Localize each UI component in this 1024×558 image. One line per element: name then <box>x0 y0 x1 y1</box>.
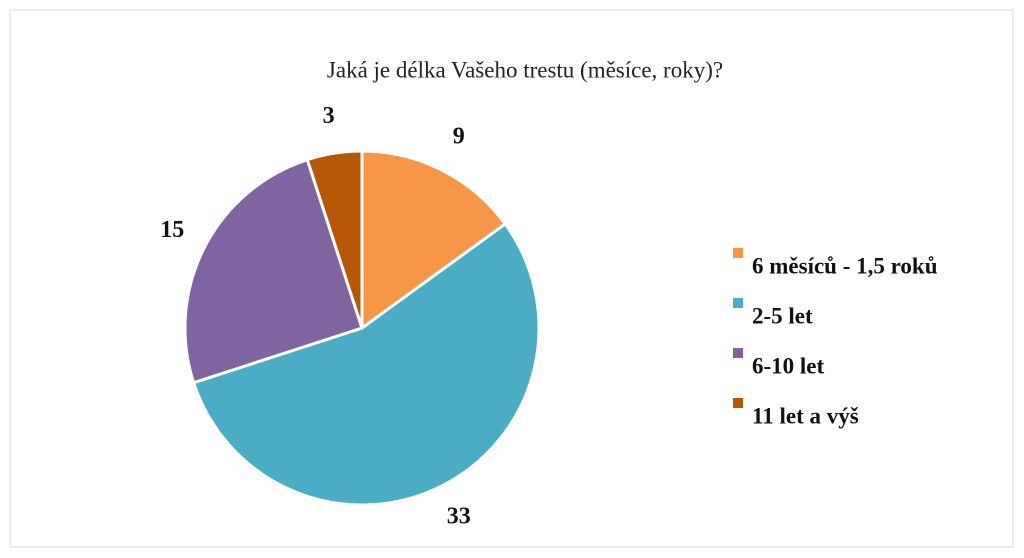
data-label: 33 <box>447 503 471 529</box>
legend-swatch <box>733 398 743 408</box>
data-label: 15 <box>160 217 184 243</box>
legend-label: 6 měsíců - 1,5 roků <box>752 253 938 278</box>
pie-slice <box>183 157 364 385</box>
legend-label: 6-10 let <box>752 353 825 378</box>
pie-slice <box>191 221 541 507</box>
legend-swatch <box>733 298 743 308</box>
data-label: 9 <box>453 124 465 150</box>
data-label: 3 <box>323 103 335 129</box>
legend-label: 11 let a výš <box>752 403 859 428</box>
legend-swatch <box>733 248 743 258</box>
pie-slice <box>305 149 364 329</box>
chart-title: Jaká je délka Vašeho trestu (měsíce, rok… <box>327 57 723 82</box>
legend-swatch <box>733 348 743 358</box>
pie-slice <box>360 149 508 331</box>
legend-label: 2-5 let <box>752 303 813 328</box>
